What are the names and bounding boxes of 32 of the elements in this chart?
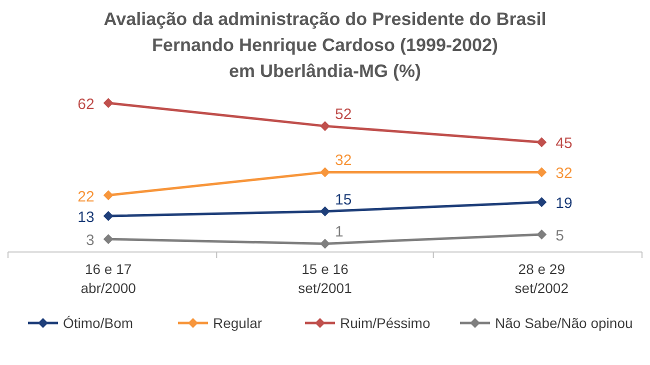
point (103, 234, 114, 244)
point (103, 211, 114, 222)
data-label: 32 (556, 165, 572, 182)
point (536, 197, 547, 208)
data-label: 1 (335, 224, 344, 241)
x-tick-label: 28 e 29 set/2002 (514, 261, 569, 296)
point (320, 121, 330, 132)
data-label: 62 (78, 96, 94, 113)
data-label: 52 (335, 106, 352, 124)
point (536, 167, 547, 178)
data-label: 45 (556, 135, 572, 152)
point (103, 190, 114, 200)
data-label: 19 (556, 195, 572, 212)
point (103, 98, 114, 108)
point (536, 137, 547, 148)
point (320, 167, 330, 178)
legend-label: Regular (213, 315, 262, 331)
data-label: 5 (556, 227, 564, 244)
legend-label: Não Sabe/Não opinou (495, 315, 633, 331)
point (320, 206, 330, 216)
data-label: 3 (86, 232, 94, 250)
legend-label: Ruim/Péssimo (340, 315, 430, 331)
data-label: 32 (335, 152, 352, 170)
x-tick-label: 16 e 17 abr/2000 (80, 261, 136, 296)
chart-title: Avaliação da administração do Presidente do Brasil Fernando Henrique Cardoso (1999-2002) em Uberlândia-MG (%) (104, 9, 546, 81)
data-label: 15 (335, 191, 352, 208)
data-label: 22 (78, 188, 94, 206)
legend-label: Ótimo/Bom (63, 315, 134, 331)
x-tick-label: 15 e 16 set/2001 (298, 261, 352, 296)
data-label: 13 (78, 209, 94, 226)
point (320, 238, 330, 249)
point (536, 229, 547, 240)
